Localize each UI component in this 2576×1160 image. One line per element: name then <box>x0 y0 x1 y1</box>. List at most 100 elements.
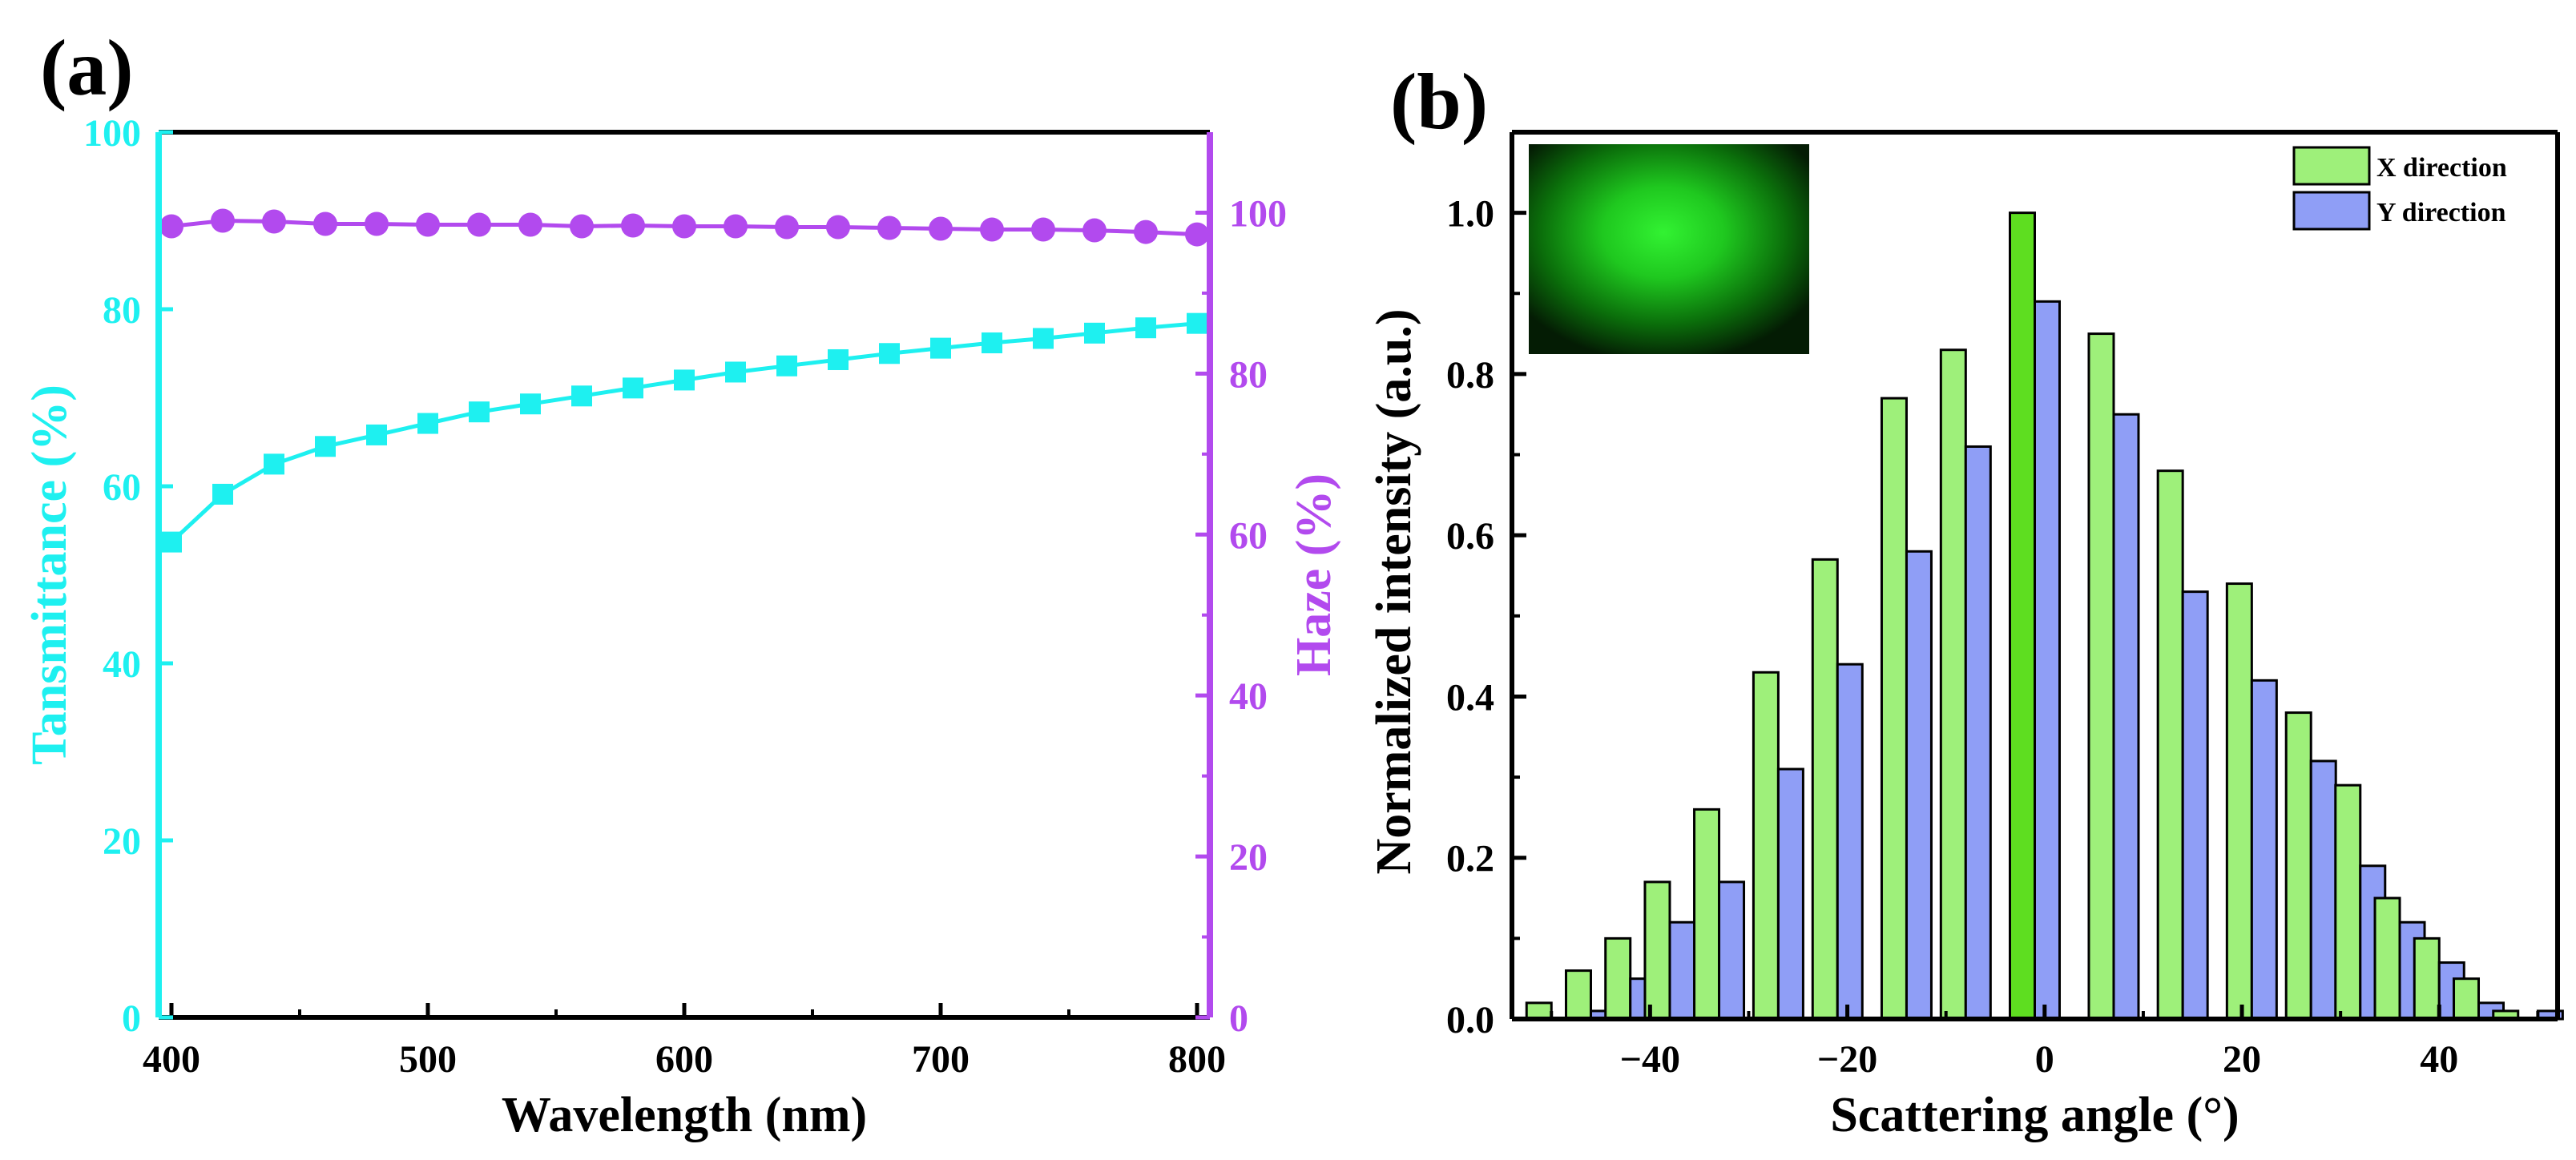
bar-y-direction <box>1668 920 1696 1021</box>
legend-label-x-direction: X direction <box>2376 153 2507 183</box>
panel-b-scattering-histogram: (b) −40 −20 0 20 40 0.0 0.2 0.4 0.6 0.8 1.0 X dire… <box>1367 57 2564 1142</box>
data-point-transmittance <box>879 343 900 365</box>
bar-y-direction <box>1905 550 1933 1021</box>
data-point-transmittance <box>417 413 438 434</box>
legend-label-y-direction: Y direction <box>2376 198 2506 228</box>
data-point-haze <box>621 213 645 238</box>
panel-a-x-tick-label: 400 <box>143 1038 200 1081</box>
data-point-transmittance <box>212 483 233 505</box>
data-point-transmittance <box>982 332 1002 353</box>
data-point-transmittance <box>264 453 284 475</box>
data-point-haze <box>826 215 850 240</box>
data-point-haze <box>416 212 440 237</box>
panel-a-left-y-tick-label: 20 <box>103 820 141 863</box>
panel-b-bars-layer <box>1525 211 2564 1021</box>
panel-b-x-tick-label: −20 <box>1817 1038 1877 1081</box>
panel-a-right-y-axis-title: Haze (%) <box>1287 473 1341 676</box>
panel-a-right-y-tick-label: 80 <box>1229 353 1268 396</box>
data-point-haze <box>570 214 594 239</box>
panel-b-x-axis-title: Scattering angle (°) <box>1830 1088 2239 1142</box>
data-point-haze <box>365 211 389 236</box>
panel-a-left-y-tick-label: 40 <box>103 643 141 686</box>
scattering-pattern-photo <box>1529 144 1809 354</box>
panel-a-right-y-tick-label: 100 <box>1229 192 1287 235</box>
data-point-transmittance <box>520 393 541 415</box>
data-point-transmittance <box>828 348 849 370</box>
panel-a-x-tick-label: 800 <box>1168 1038 1226 1081</box>
bar-x-direction <box>1939 348 1967 1021</box>
panel-b-y-tick-label: 0.2 <box>1446 838 1494 880</box>
bar-y-direction <box>1964 445 1992 1021</box>
data-point-transmittance <box>776 355 797 377</box>
panel-b-y-tick-label: 1.0 <box>1446 193 1494 236</box>
bar-y-direction <box>2250 679 2278 1021</box>
bar-y-direction <box>1718 880 1746 1021</box>
panel-b-x-tick-label: 20 <box>2223 1038 2261 1081</box>
panel-a-right-y-tick-label: 60 <box>1229 514 1268 557</box>
data-point-haze <box>262 209 286 234</box>
bar-x-direction <box>1604 936 1632 1021</box>
data-point-haze <box>1134 220 1158 244</box>
data-point-transmittance <box>674 369 695 391</box>
inset-photo-glow <box>1529 144 1809 354</box>
data-point-transmittance <box>930 337 951 359</box>
bar-x-direction <box>1811 558 1839 1021</box>
panel-a-left-y-tick-label: 100 <box>83 112 141 155</box>
bar-x-direction <box>2087 332 2115 1021</box>
panel-b-axes: −40 −20 0 20 40 0.0 0.2 0.4 0.6 0.8 1.0 <box>1446 130 2560 1081</box>
panel-b-x-tick-label: 40 <box>2420 1038 2458 1081</box>
panel-a-label: (a) <box>40 23 134 112</box>
data-point-transmittance <box>469 401 490 423</box>
panel-a-x-axis-title: Wavelength (nm) <box>502 1088 867 1142</box>
bar-x-direction <box>2373 896 2401 1021</box>
bar-x-direction <box>2413 936 2441 1021</box>
data-point-haze <box>159 214 183 239</box>
panel-b-y-tick-label: 0.8 <box>1446 354 1494 397</box>
data-point-transmittance <box>623 377 643 399</box>
legend-swatch-y-direction <box>2292 191 2371 231</box>
data-point-transmittance <box>366 424 387 445</box>
data-point-transmittance <box>1135 317 1156 339</box>
data-point-transmittance <box>1187 312 1207 334</box>
bar-x-direction <box>2225 582 2253 1021</box>
bar-x-direction <box>1643 880 1671 1021</box>
panel-b-x-tick-label: −40 <box>1620 1038 1680 1081</box>
data-point-haze <box>672 214 696 239</box>
panel-b-y-tick-label: 0.0 <box>1446 999 1494 1041</box>
data-point-transmittance <box>1033 328 1054 349</box>
panel-a-left-y-tick-label: 60 <box>103 466 141 509</box>
data-point-haze <box>775 215 799 240</box>
data-point-haze <box>1031 217 1055 242</box>
data-point-transmittance <box>725 361 746 383</box>
panel-a-x-tick-label: 700 <box>912 1038 970 1081</box>
bar-y-direction <box>2112 413 2140 1021</box>
data-point-transmittance <box>161 531 182 553</box>
data-point-haze <box>1082 218 1107 243</box>
data-point-transmittance <box>1084 322 1105 344</box>
series-line-transmittance <box>170 321 1198 544</box>
bar-x-direction <box>2284 711 2312 1021</box>
panel-a-right-y-tick-label: 40 <box>1229 675 1268 718</box>
bar-x-direction <box>1564 969 1592 1021</box>
panel-a-transmittance-haze-chart: (a) 400 500 600 700 800020406080100020406080… <box>22 23 1341 1142</box>
bar-y-direction <box>2309 759 2337 1021</box>
bar-y-direction <box>1776 767 1804 1021</box>
panel-b-x-tick-label: 0 <box>2035 1038 2054 1081</box>
data-point-haze <box>724 214 748 239</box>
panel-a-right-y-tick-label: 0 <box>1229 997 1248 1040</box>
bar-x-direction <box>2156 469 2184 1021</box>
data-point-haze <box>980 217 1004 242</box>
panel-b-y-tick-label: 0.4 <box>1446 676 1494 719</box>
bar-x-direction <box>1880 397 1908 1021</box>
bar-x-direction <box>2453 977 2481 1021</box>
panel-b-y-axis-title: Normalized intensity (a.u.) <box>1367 308 1421 874</box>
panel-a-x-tick-label: 600 <box>655 1038 713 1081</box>
bar-y-direction <box>1836 663 1864 1021</box>
bar-x-direction <box>1693 808 1721 1021</box>
bar-y-direction <box>2034 300 2061 1021</box>
data-point-haze <box>467 212 491 237</box>
panel-a-x-tick-label: 500 <box>399 1038 457 1081</box>
panel-a-left-y-axis-title: Tansmittance (%) <box>22 385 77 765</box>
panel-a-series-layer <box>159 208 1209 553</box>
